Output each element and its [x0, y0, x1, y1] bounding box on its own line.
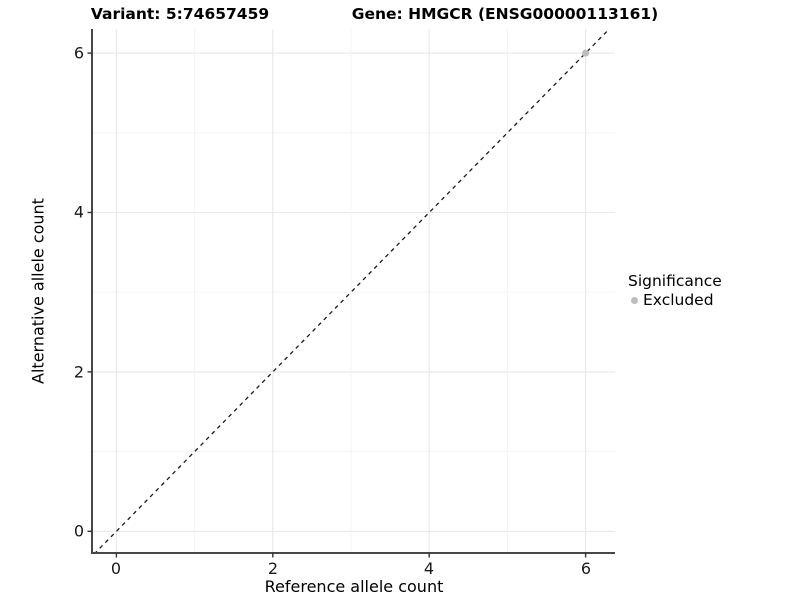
excluded-point-icon [631, 296, 638, 304]
x-tick-label-2: 2 [267, 559, 279, 578]
identity-dashed-line [94, 29, 611, 553]
data-point [582, 49, 590, 57]
y-tick-label-0: 0 [73, 521, 84, 541]
gene-title: Gene: HMGCR (ENSG00000113161) [351, 5, 659, 23]
legend-title: Significance [628, 272, 722, 290]
legend-entry-excluded: Excluded [631, 291, 714, 309]
panel-background [92, 29, 615, 553]
y-tick-label-4: 4 [73, 202, 84, 222]
x-tick-label-0: 0 [110, 559, 122, 578]
x-axis-title: Reference allele count [264, 577, 444, 596]
x-tick-label-4: 4 [423, 559, 435, 578]
y-axis-title: Alternative allele count [28, 198, 48, 384]
x-tick-label-6: 6 [580, 559, 592, 578]
y-tick-label-2: 2 [73, 362, 84, 382]
variant-title: Variant: 5:74657459 [90, 5, 270, 23]
y-tick-label-6: 6 [73, 43, 84, 63]
legend-entry-label: Excluded [643, 291, 714, 309]
